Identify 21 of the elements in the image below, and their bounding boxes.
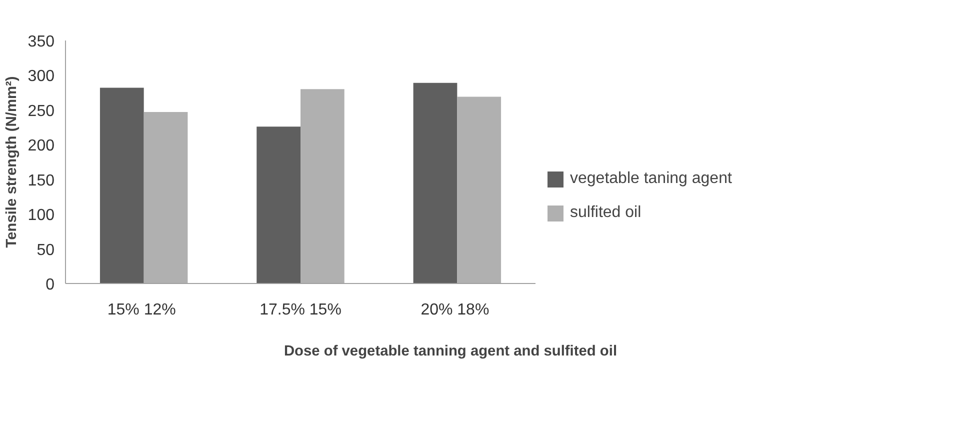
- y-tick-label: 150: [28, 172, 55, 190]
- y-tick-label: 100: [28, 207, 55, 224]
- y-tick-label: 200: [28, 138, 55, 155]
- legend-label: vegetable taning agent: [570, 170, 732, 188]
- bar: [413, 82, 458, 284]
- bar: [457, 96, 502, 284]
- y-tick-label: 0: [46, 276, 55, 294]
- x-tick-label: 17.5% 15%: [260, 302, 342, 318]
- bar: [100, 88, 144, 284]
- y-tick-label: 50: [36, 242, 55, 259]
- x-axis-title: Dose of vegetable tanning agent and sulfited oil: [284, 344, 618, 360]
- x-tick-label: 15% 12%: [107, 302, 176, 318]
- y-axis-title: Tensile strength (N/mm²): [4, 76, 20, 248]
- y-tick-label: 250: [28, 102, 55, 120]
- bar: [256, 126, 300, 284]
- legend-label: sulfited oil: [570, 204, 642, 222]
- x-tick-label: 20% 18%: [420, 302, 490, 318]
- y-tick-label: 300: [28, 68, 55, 86]
- bar: [300, 89, 344, 284]
- bar: [144, 112, 188, 284]
- y-tick-label: 350: [28, 34, 55, 50]
